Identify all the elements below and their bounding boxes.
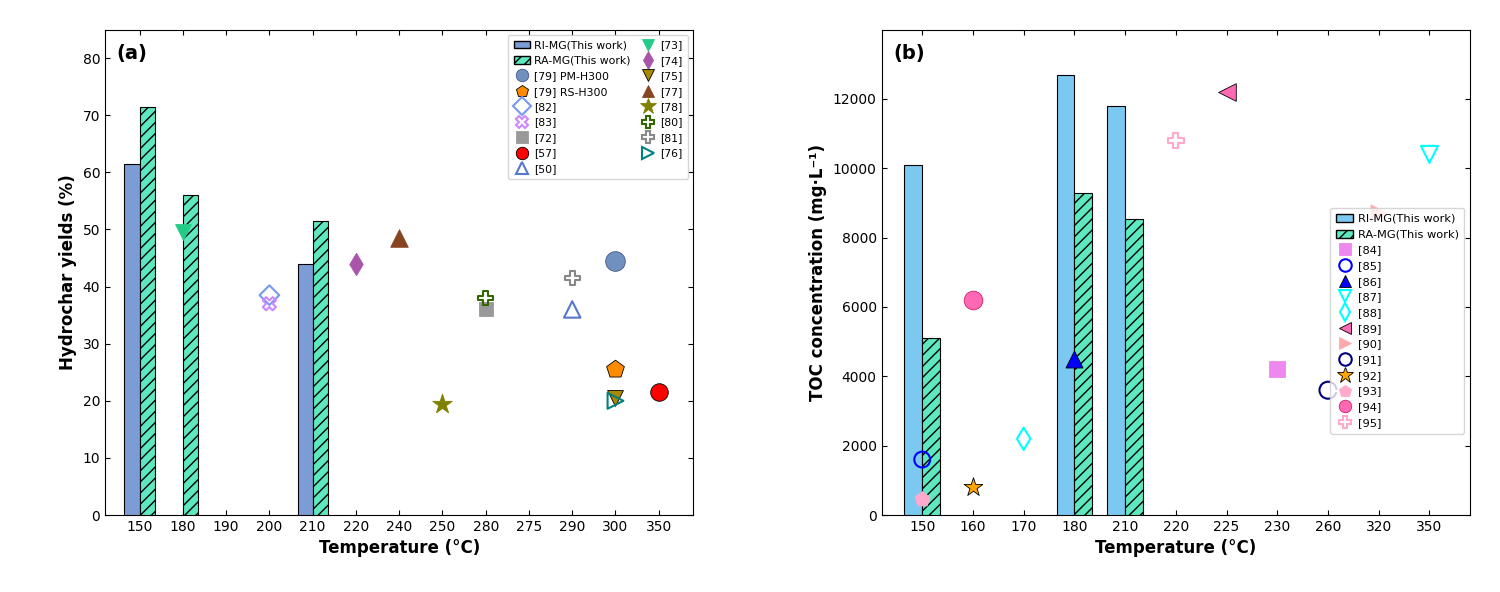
Point bbox=[910, 455, 934, 464]
Point bbox=[962, 482, 986, 492]
Point bbox=[1062, 354, 1086, 363]
Point bbox=[1215, 87, 1239, 96]
Point bbox=[1011, 434, 1035, 443]
Point bbox=[344, 259, 368, 269]
Point bbox=[603, 393, 627, 403]
Bar bbox=[1074, 192, 1092, 515]
Point bbox=[603, 256, 627, 266]
Point bbox=[560, 305, 584, 314]
Point bbox=[962, 295, 986, 305]
X-axis label: Temperature (°C): Temperature (°C) bbox=[1095, 539, 1257, 558]
Bar bbox=[922, 338, 940, 515]
Point bbox=[171, 227, 195, 237]
Text: (b): (b) bbox=[894, 44, 926, 63]
Point bbox=[1316, 385, 1340, 395]
Point bbox=[258, 299, 282, 308]
Y-axis label: Hydrochar yields (%): Hydrochar yields (%) bbox=[58, 175, 76, 370]
Point bbox=[474, 305, 498, 314]
Y-axis label: TOC concentration (mg·L⁻¹): TOC concentration (mg·L⁻¹) bbox=[810, 144, 828, 401]
Point bbox=[603, 396, 627, 406]
Point bbox=[1418, 150, 1442, 159]
Point bbox=[910, 495, 934, 504]
Bar bbox=[140, 107, 154, 515]
Point bbox=[1366, 208, 1390, 218]
Point bbox=[430, 399, 454, 408]
Point bbox=[258, 291, 282, 300]
Bar bbox=[1107, 106, 1125, 515]
Bar bbox=[1056, 75, 1074, 515]
Bar bbox=[297, 264, 312, 515]
Legend: RI-MG(This work), RA-MG(This work), [79] PM-H300, [79] RS-H300, [82], [83], [72]: RI-MG(This work), RA-MG(This work), [79]… bbox=[509, 35, 688, 179]
Point bbox=[560, 274, 584, 283]
Point bbox=[474, 293, 498, 303]
Bar bbox=[312, 221, 328, 515]
Point bbox=[1266, 365, 1290, 374]
Bar bbox=[124, 164, 140, 515]
Bar bbox=[904, 165, 922, 515]
Legend: RI-MG(This work), RA-MG(This work), [84], [85], [86], [87], [88], [89], [90], [9: RI-MG(This work), RA-MG(This work), [84]… bbox=[1330, 208, 1464, 433]
Point bbox=[646, 388, 670, 397]
Bar bbox=[1125, 218, 1143, 515]
Point bbox=[387, 233, 411, 243]
X-axis label: Temperature (°C): Temperature (°C) bbox=[318, 539, 480, 558]
Text: (a): (a) bbox=[117, 44, 147, 63]
Point bbox=[603, 365, 627, 374]
Bar bbox=[183, 195, 198, 515]
Point bbox=[1164, 136, 1188, 145]
